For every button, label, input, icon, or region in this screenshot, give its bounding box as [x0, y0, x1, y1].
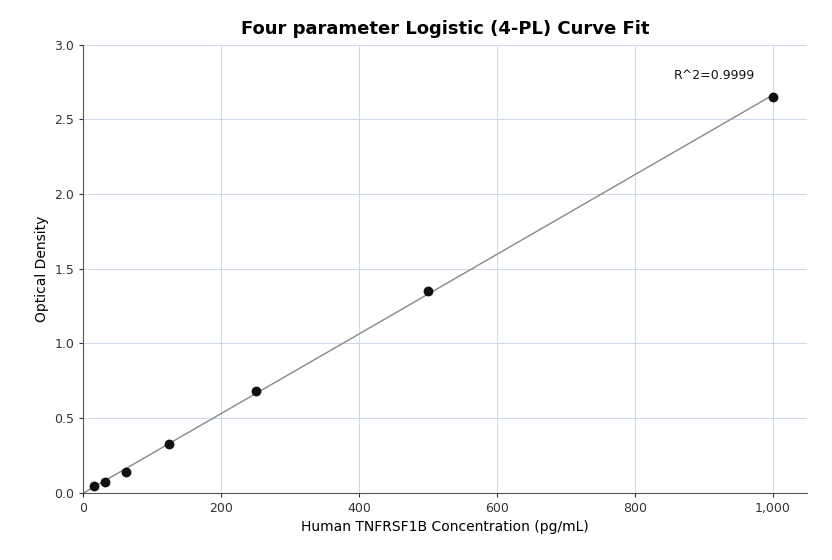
Y-axis label: Optical Density: Optical Density — [35, 216, 48, 322]
X-axis label: Human TNFRSF1B Concentration (pg/mL): Human TNFRSF1B Concentration (pg/mL) — [301, 520, 589, 534]
Point — [421, 287, 434, 296]
Point — [766, 92, 780, 101]
Point — [120, 468, 133, 477]
Point — [98, 477, 111, 486]
Point — [249, 387, 262, 396]
Text: R^2=0.9999: R^2=0.9999 — [674, 69, 755, 82]
Point — [87, 482, 101, 491]
Title: Four parameter Logistic (4-PL) Curve Fit: Four parameter Logistic (4-PL) Curve Fit — [241, 20, 649, 38]
Point — [163, 439, 176, 448]
